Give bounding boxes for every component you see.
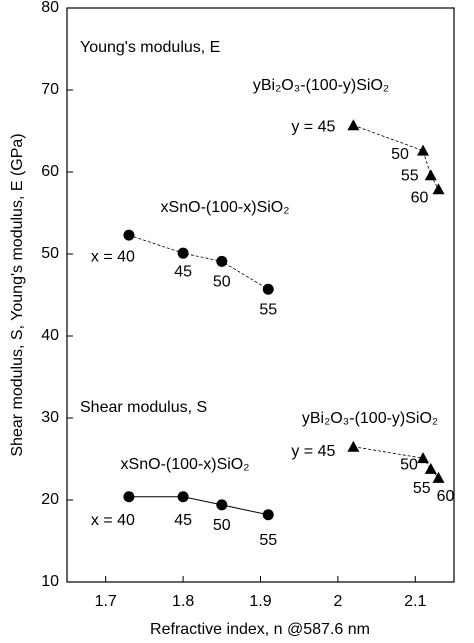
marker xyxy=(123,491,135,503)
series-name: yBi₂O₃-(100-y)SiO₂ xyxy=(253,77,389,94)
marker xyxy=(262,283,274,295)
y-axis-label: Shear modulus, S, Young's modulus, E (GP… xyxy=(9,133,26,456)
marker xyxy=(347,119,360,131)
point-label: 50 xyxy=(213,274,231,291)
x-tick-label: 2.1 xyxy=(404,593,426,610)
x-tick-label: 2 xyxy=(333,593,342,610)
point-label: 60 xyxy=(437,488,455,505)
series-line xyxy=(128,234,269,290)
y-tick-label: 50 xyxy=(41,245,59,262)
marker xyxy=(262,509,274,521)
y-tick-label: 70 xyxy=(41,81,59,98)
point-label: 50 xyxy=(400,456,418,473)
point-label: x = 40 xyxy=(91,248,135,265)
series-name: xSnO-(100-x)SiO₂ xyxy=(121,456,250,473)
marker xyxy=(424,462,437,474)
x-tick-label: 1.9 xyxy=(249,593,271,610)
marker xyxy=(432,471,445,483)
point-label: x = 40 xyxy=(91,512,135,529)
point-label: 50 xyxy=(213,517,231,534)
marker xyxy=(177,247,189,259)
y-tick-label: 10 xyxy=(41,573,59,590)
point-label: y = 45 xyxy=(291,443,335,460)
point-label: 50 xyxy=(391,146,409,163)
x-tick-label: 1.8 xyxy=(172,593,194,610)
series-line xyxy=(128,496,269,516)
series-line xyxy=(353,124,439,190)
marker xyxy=(347,440,360,452)
marker xyxy=(177,491,189,503)
annotation: Shear modulus, S xyxy=(80,399,207,416)
marker xyxy=(432,183,445,195)
y-tick-label: 60 xyxy=(41,163,59,180)
y-tick-label: 40 xyxy=(41,327,59,344)
series-name: xSnO-(100-x)SiO₂ xyxy=(161,199,290,216)
series-line xyxy=(353,446,439,479)
point-label: 55 xyxy=(401,167,419,184)
annotation: Young's modulus, E xyxy=(80,39,220,56)
point-label: 45 xyxy=(174,512,192,529)
x-axis-label: Refractive index, n @587.6 nm xyxy=(150,621,370,638)
y-tick-label: 20 xyxy=(41,491,59,508)
marker xyxy=(424,169,437,181)
point-label: 60 xyxy=(411,189,429,206)
marker xyxy=(216,255,228,267)
point-label: 55 xyxy=(259,301,277,318)
point-label: y = 45 xyxy=(291,118,335,135)
x-tick-label: 1.7 xyxy=(95,593,117,610)
point-label: 55 xyxy=(259,532,277,549)
marker xyxy=(123,229,135,241)
marker xyxy=(216,499,228,511)
point-label: 45 xyxy=(174,263,192,280)
y-tick-label: 30 xyxy=(41,409,59,426)
point-label: 55 xyxy=(413,480,431,497)
series-name: yBi₂O₃-(100-y)SiO₂ xyxy=(302,410,438,427)
y-tick-label: 80 xyxy=(41,0,59,16)
marker xyxy=(417,144,430,156)
marker xyxy=(417,452,430,464)
